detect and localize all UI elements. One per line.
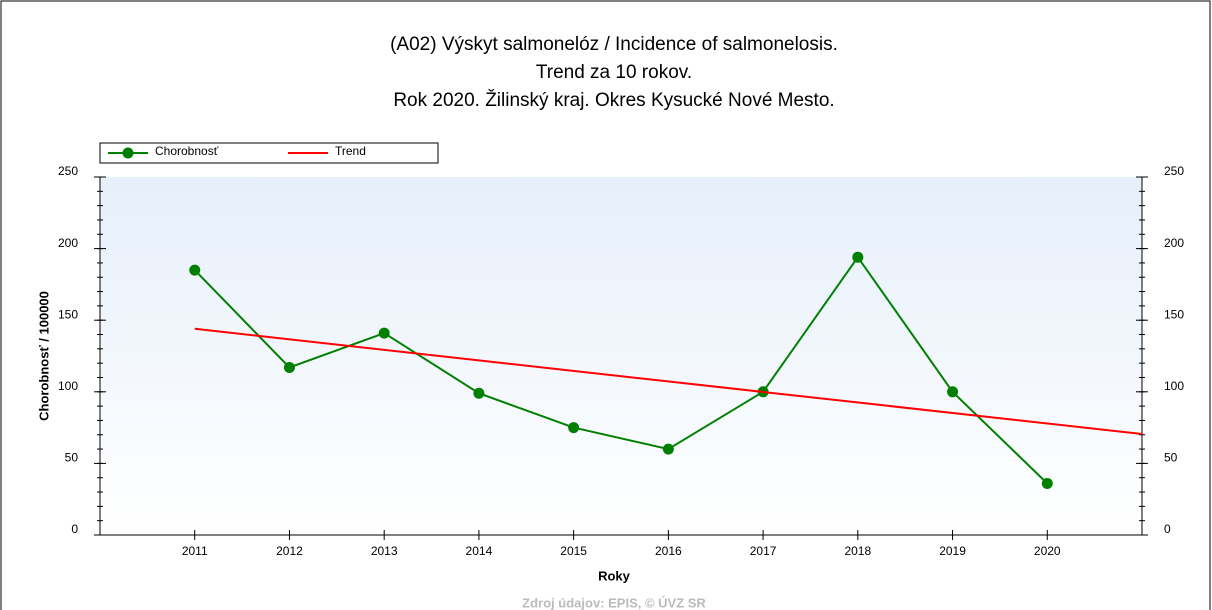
x-tick-label: 2015 [560, 544, 587, 558]
y2-tick-label: 200 [1164, 236, 1184, 250]
legend-label: Trend [335, 144, 366, 158]
y-tick-label: 250 [58, 164, 78, 178]
x-axis-title: Roky [598, 568, 631, 583]
data-point [1041, 477, 1053, 489]
data-point [568, 422, 580, 434]
legend [99, 142, 439, 164]
data-point [947, 386, 959, 398]
x-tick-label: 2011 [182, 544, 208, 558]
x-tick-label: 2012 [276, 544, 303, 558]
legend-marker [122, 147, 134, 159]
chart-title: Rok 2020. Žilinský kraj. Okres Kysucké N… [393, 89, 834, 111]
data-point [473, 387, 485, 399]
y-tick-label: 100 [58, 379, 78, 393]
y-tick-label: 150 [58, 307, 78, 321]
source: Zdroj údajov: EPIS, © ÚVZ SR [522, 595, 706, 610]
y2-tick-label: 150 [1164, 307, 1184, 321]
x-tick-label: 2016 [655, 544, 682, 558]
chart-title: Trend za 10 rokov. [536, 62, 692, 83]
y-tick-label: 200 [58, 236, 78, 250]
data-line [194, 255, 1048, 485]
x-tick-label: 2013 [371, 544, 398, 558]
trend-line [194, 327, 1143, 436]
plot-area [100, 177, 1142, 535]
y2-tick-label: 50 [1164, 451, 1178, 465]
y-tick-label: 0 [71, 522, 78, 536]
legend-label: Chorobnosť [155, 144, 219, 158]
x-tick-label: 2020 [1034, 544, 1061, 558]
data-point [378, 327, 390, 339]
y-tick-label: 50 [65, 451, 79, 465]
x-tick-label: 2018 [844, 544, 871, 558]
data-point [189, 264, 201, 276]
y2-tick-label: 250 [1164, 164, 1184, 178]
data-point [283, 361, 295, 373]
chart-title: (A02) Výskyt salmonelóz / Incidence of s… [390, 34, 838, 55]
data-point [662, 443, 674, 455]
y-axis-title: Chorobnosť / 100000 [36, 291, 51, 421]
y2-tick-label: 100 [1164, 379, 1184, 393]
x-tick-label: 2017 [750, 544, 777, 558]
x-tick-label: 2019 [939, 544, 966, 558]
data-point [852, 251, 864, 263]
x-tick-label: 2014 [466, 544, 493, 558]
y2-tick-label: 0 [1164, 522, 1171, 536]
